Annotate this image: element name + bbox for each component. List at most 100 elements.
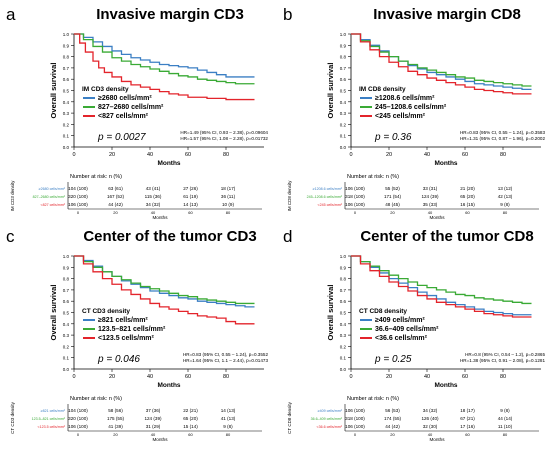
risk-cell: 11 (10)	[498, 424, 513, 429]
x-tick-label: 0	[349, 152, 352, 158]
panel-c: c Center of the tumor CD3 0.0 0.1 0.2 0.3 0.4 0…	[6, 227, 268, 442]
survival-curve-3	[351, 255, 532, 318]
x-tick-label: 80	[500, 152, 506, 158]
risk-cell: 34 (32)	[146, 202, 161, 207]
panel-b: b Invasive margin CD8 0.0 0.1 0.2 0.3 0.4 0.5 0.…	[283, 5, 545, 220]
risk-cell: 175 (55)	[107, 416, 125, 421]
y-tick-label: 0.9	[63, 43, 70, 48]
risk-cell: 18 (17)	[221, 186, 236, 191]
y-tick-label: 1.0	[340, 254, 347, 259]
risk-row-label: ≥821 cells/mm²	[41, 409, 66, 413]
risk-cell: 43 (41)	[146, 186, 161, 191]
risk-x-tick-label: 20	[390, 432, 395, 437]
risk-cell: 17 (16)	[460, 424, 475, 429]
risk-title: Number at risk: n (%)	[347, 174, 399, 180]
risk-cell: 126 (40)	[421, 416, 439, 421]
y-tick-label: 0.4	[63, 100, 70, 105]
y-axis-label: Overall survival	[326, 63, 335, 119]
legend-label: <827 cells/mm²	[98, 113, 149, 120]
risk-cell: 171 (54)	[384, 194, 402, 199]
risk-cell: 65 (20)	[460, 194, 475, 199]
legend-label: ≥821 cells/mm²	[98, 317, 148, 324]
risk-cell: 167 (52)	[107, 194, 125, 199]
risk-cell: 21 (20)	[460, 186, 475, 191]
risk-row-label: <827 cells/mm²	[41, 203, 66, 207]
risk-cell: 44 (14)	[498, 416, 513, 421]
risk-x-tick-label: 60	[465, 432, 470, 437]
x-tick-label: 60	[185, 374, 191, 380]
legend-label: ≥1208.6 cells/mm²	[375, 95, 435, 102]
risk-x-tick-label: 60	[465, 210, 470, 215]
hr-line: HR=0.83 (95% CI, 0.55 – 1.24), p=0.3552	[183, 352, 268, 357]
risk-x-tick-label: 40	[428, 432, 433, 437]
risk-x-axis-label: Months	[152, 215, 168, 220]
panel-label: b	[283, 5, 292, 24]
x-tick-label: 0	[72, 374, 75, 380]
y-tick-label: 0.4	[63, 322, 70, 327]
risk-cell: 318 (100)	[345, 416, 365, 421]
risk-cell: 61 (19)	[183, 194, 198, 199]
risk-y-axis-label: IM CD8 density	[287, 180, 292, 212]
x-tick-label: 40	[147, 152, 153, 158]
x-axis-label: Months	[434, 160, 457, 167]
risk-title: Number at risk: n (%)	[347, 396, 399, 402]
panel-label: a	[6, 5, 16, 24]
x-tick-label: 0	[72, 152, 75, 158]
risk-row-label: ≥1208.6 cells/mm²	[313, 187, 343, 191]
legend-title: IM CD8 density	[359, 86, 406, 93]
legend-label: ≥409 cells/mm²	[375, 317, 425, 324]
x-axis-label: Months	[157, 160, 180, 167]
y-tick-label: 0.9	[340, 265, 347, 270]
risk-x-tick-label: 0	[354, 210, 357, 215]
y-tick-label: 0.3	[340, 111, 347, 116]
p-value: p = 0.046	[97, 354, 140, 365]
risk-cell: 44 (42)	[385, 424, 400, 429]
y-tick-label: 0.3	[63, 333, 70, 338]
y-tick-label: 0.4	[340, 100, 347, 105]
risk-cell: 44 (42)	[108, 202, 123, 207]
y-axis-label: Overall survival	[49, 63, 58, 119]
y-tick-label: 0.3	[340, 333, 347, 338]
risk-cell: 31 (29)	[146, 424, 161, 429]
risk-x-tick-label: 20	[113, 210, 118, 215]
x-tick-label: 20	[109, 152, 115, 158]
risk-cell: 67 (21)	[460, 416, 475, 421]
risk-x-tick-label: 20	[390, 210, 395, 215]
y-tick-label: 0.6	[63, 299, 70, 304]
risk-y-axis-label: IM CD3 density	[10, 180, 15, 212]
risk-cell: 106 (100)	[68, 424, 88, 429]
y-tick-label: 0.2	[63, 122, 70, 127]
risk-y-axis-label: CT CD8 density	[287, 401, 292, 433]
risk-x-tick-label: 20	[113, 432, 118, 437]
y-tick-label: 0.5	[63, 311, 70, 316]
risk-cell: 48 (45)	[385, 202, 400, 207]
survival-curve-1	[351, 33, 532, 91]
x-tick-label: 40	[147, 374, 153, 380]
y-axis-label: Overall survival	[326, 285, 335, 341]
y-tick-label: 0.0	[340, 145, 347, 150]
survival-curve-1	[74, 255, 255, 308]
chart-title: Center of the tumor CD3	[83, 228, 256, 245]
risk-x-tick-label: 80	[226, 210, 231, 215]
risk-cell: 16 (15)	[460, 202, 475, 207]
y-tick-label: 0.7	[63, 66, 70, 71]
risk-cell: 18 (17)	[460, 408, 475, 413]
risk-cell: 9 (8)	[500, 202, 510, 207]
y-tick-label: 0.0	[63, 367, 70, 372]
risk-cell: 124 (39)	[144, 416, 162, 421]
risk-cell: 32 (30)	[423, 424, 438, 429]
risk-row-label: <36.6 cells/mm²	[317, 425, 343, 429]
panel-label: d	[283, 227, 292, 246]
risk-cell: 9 (8)	[223, 424, 233, 429]
y-tick-label: 1.0	[340, 32, 347, 37]
risk-title: Number at risk: n (%)	[70, 396, 122, 402]
survival-curve-3	[74, 255, 255, 325]
legend-label: <245 cells/mm²	[375, 113, 426, 120]
survival-curve-2	[351, 255, 532, 305]
risk-title: Number at risk: n (%)	[70, 174, 122, 180]
survival-curve-2	[74, 255, 255, 305]
risk-row-label: ≥409 cells/mm²	[318, 409, 343, 413]
risk-x-tick-label: 40	[151, 432, 156, 437]
risk-x-tick-label: 0	[354, 432, 357, 437]
y-tick-label: 0.8	[63, 55, 70, 60]
